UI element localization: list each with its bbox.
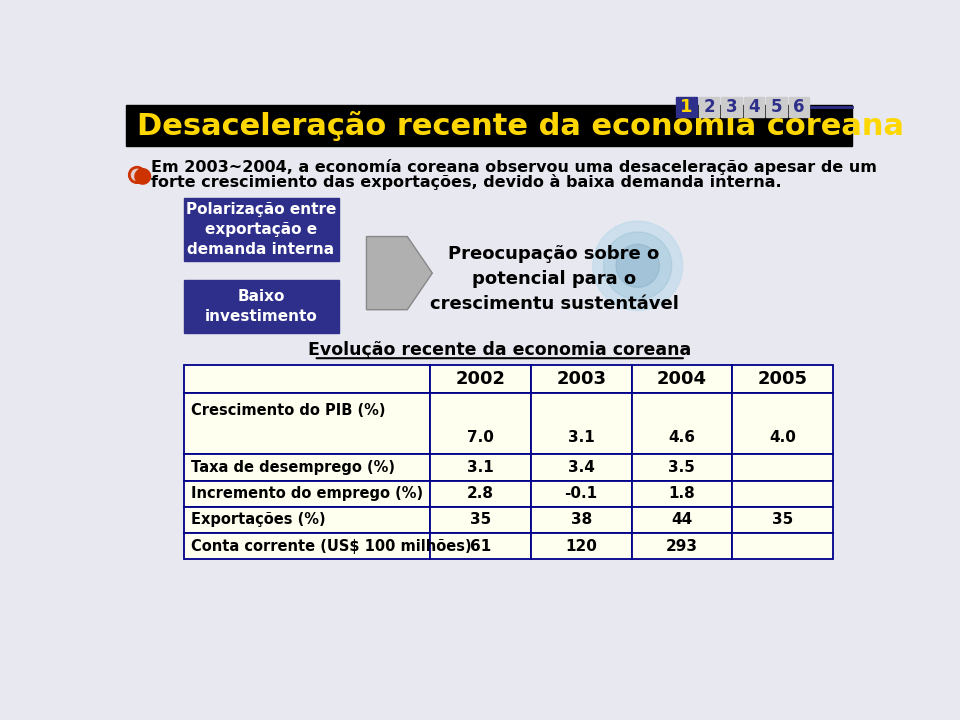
Text: 2004: 2004: [657, 370, 707, 388]
FancyBboxPatch shape: [632, 393, 732, 454]
FancyBboxPatch shape: [430, 507, 531, 533]
Text: 6: 6: [793, 98, 804, 116]
Text: 120: 120: [565, 539, 597, 554]
FancyBboxPatch shape: [183, 280, 339, 333]
Text: 38: 38: [570, 513, 591, 528]
FancyBboxPatch shape: [632, 481, 732, 507]
Text: 5: 5: [771, 98, 782, 116]
Circle shape: [616, 244, 660, 287]
Text: Incremento do emprego (%): Incremento do emprego (%): [191, 486, 423, 501]
FancyBboxPatch shape: [531, 481, 632, 507]
FancyBboxPatch shape: [531, 533, 632, 559]
Text: Preocupação sobre o
potencial para o
crescimentu sustentável: Preocupação sobre o potencial para o cre…: [429, 245, 679, 313]
FancyBboxPatch shape: [732, 533, 833, 559]
FancyBboxPatch shape: [126, 105, 852, 146]
Text: Crescimento do PIB (%): Crescimento do PIB (%): [191, 402, 386, 418]
FancyBboxPatch shape: [183, 198, 339, 261]
Text: 2002: 2002: [455, 370, 505, 388]
FancyBboxPatch shape: [183, 365, 430, 393]
FancyBboxPatch shape: [183, 393, 430, 454]
Text: Baixo
investimento: Baixo investimento: [204, 289, 318, 324]
FancyBboxPatch shape: [732, 507, 833, 533]
Text: 35: 35: [772, 513, 793, 528]
Text: 2.8: 2.8: [467, 486, 493, 501]
Text: Conta corrente (US$ 100 milhões): Conta corrente (US$ 100 milhões): [191, 539, 472, 554]
Text: 61: 61: [469, 539, 491, 554]
Polygon shape: [367, 237, 432, 310]
FancyBboxPatch shape: [632, 365, 732, 393]
FancyBboxPatch shape: [531, 507, 632, 533]
FancyBboxPatch shape: [789, 97, 809, 117]
FancyBboxPatch shape: [531, 454, 632, 481]
Text: Polarização entre
exportação e
demanda interna: Polarização entre exportação e demanda i…: [186, 202, 336, 257]
Text: 2003: 2003: [556, 370, 606, 388]
FancyBboxPatch shape: [183, 481, 430, 507]
Circle shape: [592, 221, 683, 310]
FancyBboxPatch shape: [430, 454, 531, 481]
FancyBboxPatch shape: [699, 97, 719, 117]
Text: 35: 35: [469, 513, 491, 528]
Text: 3.5: 3.5: [668, 460, 695, 475]
FancyBboxPatch shape: [183, 533, 430, 559]
FancyBboxPatch shape: [430, 533, 531, 559]
Text: 2005: 2005: [757, 370, 807, 388]
Text: 44: 44: [671, 513, 692, 528]
Text: -0.1: -0.1: [564, 486, 598, 501]
FancyBboxPatch shape: [531, 393, 632, 454]
Text: Evolução recente da economia coreana: Evolução recente da economia coreana: [308, 341, 691, 359]
Text: 7.0: 7.0: [467, 430, 493, 445]
FancyBboxPatch shape: [632, 507, 732, 533]
FancyBboxPatch shape: [721, 97, 741, 117]
FancyBboxPatch shape: [732, 454, 833, 481]
FancyBboxPatch shape: [732, 393, 833, 454]
Text: Em 2003~2004, a economía coreana observou uma desaceleração apesar de um: Em 2003~2004, a economía coreana observo…: [151, 159, 876, 175]
Text: forte crescimiento das exportações, devido à baixa demanda interna.: forte crescimiento das exportações, devi…: [151, 174, 781, 190]
Text: Taxa de desemprego (%): Taxa de desemprego (%): [191, 460, 396, 475]
Text: 293: 293: [666, 539, 698, 554]
Circle shape: [604, 232, 672, 300]
FancyBboxPatch shape: [732, 365, 833, 393]
FancyBboxPatch shape: [430, 365, 531, 393]
FancyBboxPatch shape: [183, 507, 430, 533]
FancyBboxPatch shape: [430, 481, 531, 507]
Text: Exportações (%): Exportações (%): [191, 513, 326, 528]
FancyBboxPatch shape: [632, 454, 732, 481]
Text: 3.1: 3.1: [467, 460, 493, 475]
Circle shape: [130, 167, 145, 183]
Text: Desaceleração recente da economia coreana: Desaceleração recente da economia corean…: [137, 111, 904, 140]
Text: 4.6: 4.6: [668, 430, 695, 445]
Text: 4.0: 4.0: [769, 430, 796, 445]
Text: 1: 1: [681, 98, 693, 116]
FancyBboxPatch shape: [744, 97, 764, 117]
FancyBboxPatch shape: [766, 97, 786, 117]
FancyBboxPatch shape: [183, 454, 430, 481]
FancyBboxPatch shape: [732, 481, 833, 507]
Text: 3.4: 3.4: [567, 460, 594, 475]
Text: 1.8: 1.8: [668, 486, 695, 501]
Text: 3.1: 3.1: [567, 430, 594, 445]
FancyBboxPatch shape: [430, 393, 531, 454]
FancyBboxPatch shape: [677, 97, 697, 117]
Text: 3: 3: [726, 98, 737, 116]
Text: ●: ●: [132, 165, 152, 185]
Text: 2: 2: [703, 98, 715, 116]
FancyBboxPatch shape: [632, 533, 732, 559]
FancyBboxPatch shape: [531, 365, 632, 393]
Text: 4: 4: [748, 98, 759, 116]
